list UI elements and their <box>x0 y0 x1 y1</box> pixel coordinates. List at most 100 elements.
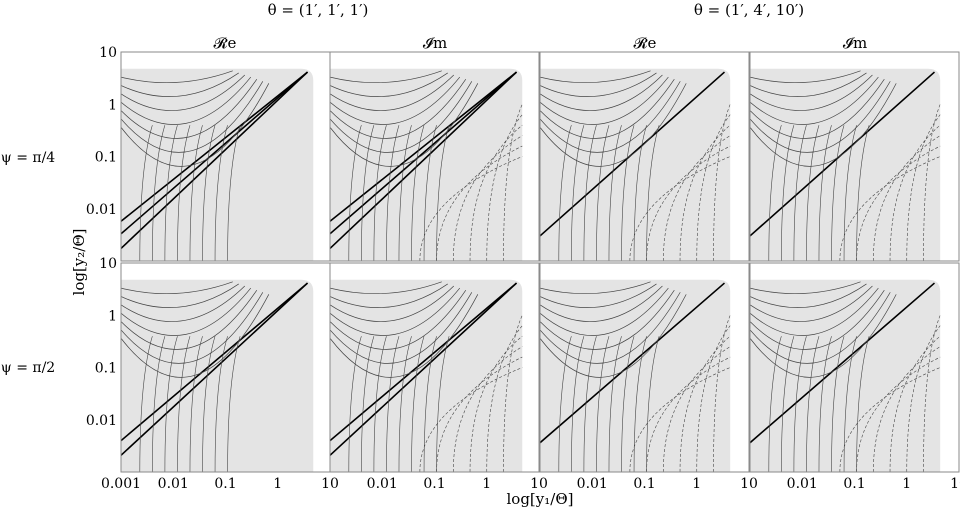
contour-line <box>121 283 239 308</box>
contour-line <box>121 287 252 336</box>
contour-line <box>361 125 375 261</box>
dashed-contour-line <box>679 124 731 261</box>
contour-line <box>373 336 387 472</box>
dashed-contour-line <box>646 356 731 472</box>
contour-line <box>793 125 807 261</box>
contour-line <box>540 78 675 139</box>
contour-line <box>856 125 870 261</box>
contour-line <box>750 281 861 294</box>
x-tick-label: 0.01 <box>367 476 398 492</box>
contour-line <box>348 336 362 472</box>
contour-line <box>646 125 660 261</box>
bold-contour-line <box>330 71 518 222</box>
contour-line <box>818 336 832 472</box>
panel-frame <box>539 262 750 473</box>
bold-contour-line <box>121 71 309 250</box>
dashed-contour-line <box>923 104 941 261</box>
contour-line <box>373 125 387 261</box>
dashed-contour-line <box>663 346 731 472</box>
contour-line <box>540 76 669 125</box>
contour-panel-r1-c4 <box>749 51 960 262</box>
contour-line <box>750 72 867 97</box>
contour-panel-r1-c2 <box>329 51 540 262</box>
contour-line <box>540 281 651 294</box>
contour-line <box>831 125 845 261</box>
contour-line <box>164 125 178 261</box>
group-title-1: θ = (1′, 1′, 1′) <box>268 1 369 19</box>
bold-contour-line <box>540 282 726 444</box>
contour-line <box>540 74 663 111</box>
x-tick-label: 10 <box>950 476 960 492</box>
contour-line <box>152 125 166 261</box>
bold-contour-line <box>121 282 309 442</box>
x-tick-label: 1 <box>482 476 491 492</box>
x-tick-label: 1 <box>273 476 282 492</box>
contour-line <box>750 285 873 322</box>
contour-line <box>423 125 437 261</box>
contour-line <box>818 125 832 261</box>
contour-line <box>750 294 897 378</box>
y-axis-label: log[y₂/Θ] <box>70 229 88 296</box>
contour-line <box>330 72 448 97</box>
contour-line <box>121 292 264 364</box>
contour-line <box>571 125 585 261</box>
contour-line <box>436 125 450 261</box>
contour-line <box>164 336 178 472</box>
dashed-contour-line <box>469 124 523 261</box>
contour-line <box>633 336 647 472</box>
bold-contour-line <box>750 282 936 444</box>
contour-line <box>621 125 635 261</box>
y-tick-label: 0.1 <box>95 361 117 377</box>
contour-line <box>781 125 795 261</box>
contour-line <box>423 336 437 472</box>
contour-line <box>540 289 675 350</box>
contour-line <box>177 125 191 261</box>
contour-line <box>121 81 264 153</box>
contour-line <box>571 336 585 472</box>
y-tick-label: 10 <box>99 45 117 61</box>
contour-line <box>540 70 651 83</box>
contour-line <box>540 294 687 378</box>
contour-line <box>386 125 400 261</box>
x-tick-label: 1 <box>692 476 701 492</box>
contour-line <box>750 83 897 167</box>
column-title-2: 𝓘m <box>423 34 447 52</box>
contour-line <box>750 287 879 336</box>
contour-line <box>361 336 375 472</box>
dashed-contour-line <box>889 124 941 261</box>
contour-line <box>398 336 412 472</box>
contour-line <box>121 281 233 294</box>
contour-line <box>806 125 820 261</box>
contour-line <box>202 336 216 472</box>
contour-line <box>768 336 782 472</box>
contour-line <box>330 74 455 111</box>
contour-line <box>214 336 228 472</box>
group-title-2: θ = (1′, 4′, 10′) <box>694 1 804 19</box>
shaded-region <box>540 68 731 261</box>
dashed-contour-line <box>856 145 941 261</box>
contour-line <box>330 285 455 322</box>
contour-line <box>330 292 473 364</box>
contour-line <box>583 336 597 472</box>
column-title-3: 𝓡e <box>634 34 657 52</box>
contour-line <box>139 125 153 261</box>
contour-line <box>177 336 191 472</box>
contour-line <box>806 336 820 472</box>
contour-line <box>768 125 782 261</box>
dashed-contour-line <box>419 367 523 472</box>
contour-line <box>189 336 203 472</box>
contour-line <box>386 336 400 472</box>
x-tick-label: 0.1 <box>423 476 445 492</box>
contour-panel-r2-c1 <box>120 262 331 473</box>
x-tick-label: 0.01 <box>577 476 608 492</box>
contour-line <box>139 336 153 472</box>
contour-line <box>558 336 572 472</box>
contour-line <box>750 78 885 139</box>
contour-line <box>121 74 246 111</box>
contour-line <box>596 336 610 472</box>
contour-line <box>750 283 867 308</box>
x-tick-label: 10 <box>740 476 758 492</box>
contour-line <box>411 336 425 472</box>
dashed-contour-line <box>873 135 941 261</box>
contour-line <box>750 292 891 364</box>
